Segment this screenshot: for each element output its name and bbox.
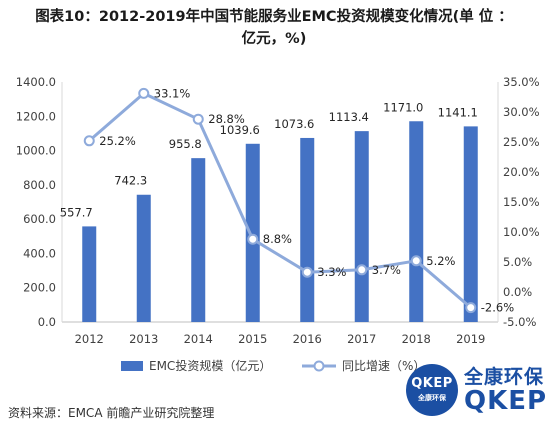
- growth-value-label: 28.8%: [208, 112, 245, 126]
- growth-value-label: 33.1%: [154, 86, 191, 100]
- x-tick-label: 2019: [456, 332, 485, 346]
- bar-value-label: 1113.4: [329, 110, 369, 124]
- y-left-tick-label: 200.0: [23, 281, 56, 295]
- logo-chinese-text: 全康环保: [464, 366, 545, 388]
- bar-value-label: 1141.1: [438, 105, 478, 119]
- growth-value-label: 3.3%: [317, 265, 346, 279]
- growth-value-label: 5.2%: [426, 254, 455, 268]
- growth-point: [138, 87, 150, 99]
- bar: [354, 131, 369, 322]
- y-left-tick-label: 1400.0: [16, 75, 56, 89]
- growth-line: [88, 91, 472, 309]
- y-left-tick-label: 1000.0: [16, 144, 56, 158]
- growth-point: [410, 255, 422, 267]
- bar-value-label: 742.3: [114, 174, 147, 188]
- y-right-tick-label: 30.0%: [503, 105, 540, 119]
- x-tick-label: 2015: [238, 332, 267, 346]
- x-tick-label: 2018: [402, 332, 431, 346]
- bar-value-label: 955.8: [169, 137, 202, 151]
- bar: [82, 226, 97, 322]
- chart-title: 图表10：2012-2019年中国节能服务业EMC投资规模变化情况(单 位 ： …: [0, 6, 548, 50]
- growth-point: [465, 302, 477, 314]
- x-tick-label: 2013: [129, 332, 158, 346]
- source-note: 资料来源：EMCA 前瞻产业研究院整理: [8, 406, 215, 420]
- legend-line-label: 同比增速（%）: [342, 359, 425, 373]
- y-left-tick-label: 600.0: [23, 212, 56, 226]
- y-right-tick-label: 0.0%: [503, 285, 532, 299]
- qkep-logo: QKEP 全康环保 全康环保 QKEP: [406, 360, 548, 420]
- growth-point: [83, 135, 95, 147]
- title-line-1: 图表10：2012-2019年中国节能服务业EMC投资规模变化情况(单 位 ：: [35, 9, 513, 25]
- bar-value-label: 1039.6: [220, 123, 260, 137]
- y-right-tick-label: 20.0%: [503, 165, 540, 179]
- legend-bar-label: EMC投资规模（亿元）: [149, 358, 271, 373]
- bar-value-label: 1171.0: [383, 100, 423, 114]
- bar: [463, 126, 478, 322]
- y-left-tick-label: 1200.0: [16, 109, 56, 123]
- growth-value-label: 8.8%: [263, 232, 292, 246]
- bar: [300, 137, 315, 322]
- x-tick-label: 2012: [75, 332, 104, 346]
- y-left-tick-label: 800.0: [23, 178, 56, 192]
- bar-value-label: 557.7: [60, 205, 93, 219]
- x-tick-label: 2017: [347, 332, 376, 346]
- logo-english-text: QKEP: [464, 386, 548, 416]
- y-right-tick-label: -5.0%: [503, 315, 536, 329]
- y-right-tick-label: 35.0%: [503, 75, 540, 89]
- growth-point: [192, 113, 204, 125]
- growth-value-label: 25.2%: [99, 134, 136, 148]
- logo-circle: QKEP 全康环保: [406, 364, 458, 416]
- growth-value-label: 3.7%: [372, 263, 401, 277]
- bar-value-label: 1073.6: [274, 117, 314, 131]
- bar: [409, 121, 424, 322]
- y-left-tick-label: 0.0: [38, 315, 56, 329]
- logo-circle-sub: 全康环保: [418, 394, 446, 402]
- y-right-tick-label: 10.0%: [503, 225, 540, 239]
- growth-point: [301, 266, 313, 278]
- y-left-tick-label: 400.0: [23, 246, 56, 260]
- growth-point: [247, 233, 259, 245]
- bar: [191, 158, 206, 322]
- growth-point: [356, 264, 368, 276]
- logo-circle-main: QKEP: [411, 376, 453, 391]
- bar: [245, 143, 260, 322]
- y-right-tick-label: 15.0%: [503, 195, 540, 209]
- legend-bar-swatch: [121, 361, 143, 371]
- legend-line-marker: [313, 360, 325, 372]
- x-tick-label: 2014: [184, 332, 213, 346]
- y-right-tick-label: 5.0%: [503, 255, 532, 269]
- x-tick-label: 2016: [293, 332, 322, 346]
- bar: [136, 194, 151, 322]
- title-line-2: 亿元，%): [241, 31, 307, 47]
- growth-value-label: -2.6%: [481, 301, 514, 315]
- y-right-tick-label: 25.0%: [503, 135, 540, 149]
